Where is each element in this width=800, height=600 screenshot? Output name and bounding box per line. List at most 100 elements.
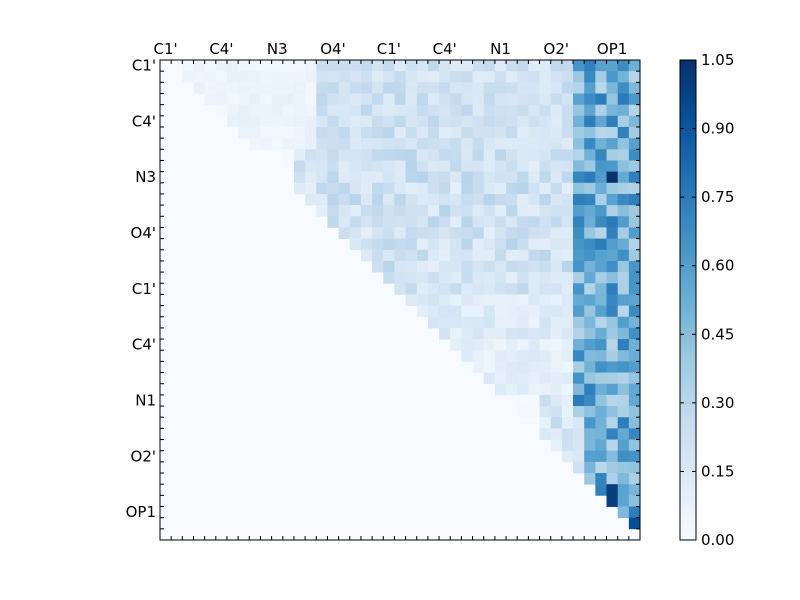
heatmap-cell [617,305,630,318]
heatmap-cell [506,149,518,161]
heatmap-cell [416,260,429,273]
heatmap-cell [628,60,641,72]
heatmap-cell [316,93,328,106]
heatmap-cell [584,260,596,273]
heatmap-cell [472,327,485,340]
heatmap-cell [416,294,429,306]
heatmap-cell [539,126,552,139]
heatmap-cell [439,182,451,195]
heatmap-cell [483,104,496,117]
heatmap-cell [606,126,619,139]
heatmap-cell [360,193,373,206]
heatmap-cell [584,417,596,429]
heatmap-cell [528,361,540,373]
heatmap-cell [617,171,630,184]
heatmap-cell [606,115,619,128]
heatmap-cell [215,93,228,106]
heatmap-cell [405,171,418,184]
heatmap-cell [472,305,485,318]
heatmap-cell [606,294,619,306]
heatmap-cell [506,205,518,217]
heatmap-cell [506,260,518,273]
heatmap-cell [550,205,563,217]
heatmap-cell [472,171,485,184]
heatmap-cell [305,160,317,173]
heatmap-cell [506,294,518,306]
heatmap-cell [494,350,507,362]
heatmap-cell [628,160,641,173]
heatmap-cell [539,93,552,106]
heatmap-cell [416,216,429,228]
heatmap-cell [617,327,630,340]
heatmap-cell [305,71,317,83]
heatmap-cell [427,93,440,106]
heatmap-cell [528,394,540,407]
heatmap-cell [472,361,485,373]
heatmap-cell [271,60,284,72]
heatmap-cell [472,294,485,306]
heatmap-cell [528,160,540,173]
heatmap-cell [550,327,563,340]
heatmap-cell [595,182,607,195]
heatmap-cell [450,294,462,306]
heatmap-cell [372,71,384,83]
heatmap-cell [550,227,563,239]
heatmap-cell [494,115,507,128]
heatmap-cell [595,439,607,452]
heatmap-cell [305,115,317,128]
heatmap-cell [539,350,552,362]
heatmap-cell [182,71,194,83]
heatmap-cell [550,339,563,351]
heatmap-cell [472,260,485,273]
heatmap-cell [282,138,295,150]
heatmap-cell [394,238,406,251]
heatmap-cell [517,126,529,139]
heatmap-cell [238,115,250,128]
heatmap-cell [628,149,641,161]
heatmap-cell [494,283,507,295]
heatmap-cell [439,227,451,239]
heatmap-cell [617,339,630,351]
heatmap-cell [550,428,563,440]
heatmap-cell [517,272,529,284]
heatmap-cell [316,149,328,161]
heatmap-cell [617,495,630,507]
heatmap-cell [372,238,384,251]
heatmap-cell [550,115,563,128]
heatmap-cell [472,238,485,251]
heatmap-cell [561,104,574,117]
heatmap-cell [528,104,540,117]
heatmap-cell [360,60,373,72]
heatmap-cell [595,283,607,295]
y-tick-label: C1' [132,280,156,298]
heatmap-cell [584,394,596,407]
heatmap-cell [506,82,518,94]
heatmap-cell [506,216,518,228]
heatmap-cell [550,138,563,150]
heatmap-cell [584,60,596,72]
heatmap-cell [517,327,529,340]
heatmap-cell [595,406,607,418]
heatmap-cell [327,104,339,117]
heatmap-cell [305,60,317,72]
heatmap-cell [461,216,473,228]
heatmap-cell [483,260,496,273]
heatmap-cell [550,283,563,295]
heatmap-cell [506,171,518,184]
heatmap-cell [383,160,395,173]
heatmap-cell [573,339,585,351]
heatmap-cell [483,60,496,72]
heatmap-cell [349,205,362,217]
heatmap-cell [360,138,373,150]
heatmap-cell [327,126,339,139]
heatmap-cell [383,272,395,284]
heatmap-cell [573,327,585,340]
heatmap-cell [617,205,630,217]
heatmap-cell [461,160,473,173]
heatmap-cell [539,316,552,329]
heatmap-cell [528,71,540,83]
heatmap-cell [573,82,585,94]
heatmap-cell [271,104,284,117]
heatmap-cell [628,294,641,306]
heatmap-cell [416,126,429,139]
